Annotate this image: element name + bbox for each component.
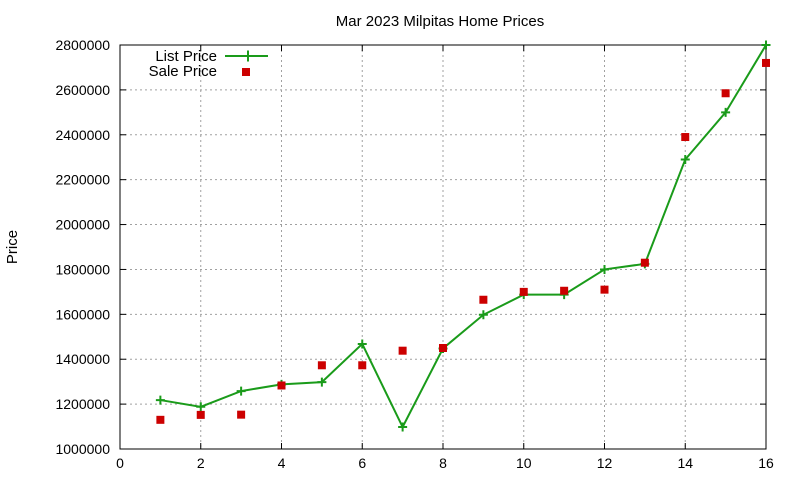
data-point-list-price xyxy=(155,395,165,405)
data-point-sale-price xyxy=(681,133,690,142)
data-point-list-price xyxy=(317,377,327,387)
data-point-sale-price xyxy=(600,285,609,294)
data-point-sale-price xyxy=(439,344,447,352)
chart-title: Mar 2023 Milpitas Home Prices xyxy=(336,13,544,30)
data-point-sale-price xyxy=(519,287,528,296)
legend-label-list-price: List Price xyxy=(155,48,217,65)
series-line-list-price xyxy=(160,44,767,430)
data-point-sale-price xyxy=(196,410,205,419)
x-tick-label: 10 xyxy=(516,455,532,471)
y-tick-label: 2400000 xyxy=(55,127,110,143)
grid-layer xyxy=(120,45,766,449)
data-point-list-price xyxy=(600,264,609,274)
x-tick-label: 6 xyxy=(358,455,366,471)
data-point-list-price xyxy=(196,402,206,412)
data-point-sale-price xyxy=(398,346,407,355)
data-point-sale-price xyxy=(277,381,286,390)
x-tick-label: 2 xyxy=(197,455,205,471)
data-point-sale-price xyxy=(640,258,649,267)
data-point-list-price xyxy=(236,386,246,396)
data-point-sale-price xyxy=(560,286,569,295)
data-point-sale-price xyxy=(762,58,770,67)
y-tick-label: 1600000 xyxy=(55,306,110,322)
x-tick-label: 4 xyxy=(278,455,286,471)
data-point-list-price xyxy=(721,107,731,117)
data-point-sale-price xyxy=(721,89,730,98)
data-point-sale-price xyxy=(317,361,326,370)
x-tick-label: 12 xyxy=(597,455,613,471)
y-tick-label: 2600000 xyxy=(55,82,110,98)
x-tick-label: 16 xyxy=(758,455,774,471)
data-point-list-price xyxy=(478,310,488,320)
y-tick-label: 2800000 xyxy=(55,37,110,53)
y-axis-label: Price xyxy=(4,230,21,264)
y-tick-label: 1200000 xyxy=(55,396,110,412)
data-point-list-price xyxy=(680,154,690,164)
x-tick-label: 8 xyxy=(439,455,447,471)
data-point-list-price xyxy=(398,422,408,432)
x-tick-label: 14 xyxy=(677,455,693,471)
series-layer xyxy=(155,40,771,432)
data-point-sale-price xyxy=(358,361,367,370)
legend-marker-sale-price xyxy=(242,68,250,76)
data-point-sale-price xyxy=(237,410,246,419)
data-point-sale-price xyxy=(156,415,165,424)
y-tick-label: 1400000 xyxy=(55,351,110,367)
x-tick-label: 0 xyxy=(116,455,124,471)
y-tick-label: 2200000 xyxy=(55,172,110,188)
y-tick-label: 2000000 xyxy=(55,217,110,233)
legend-label-sale-price: Sale Price xyxy=(149,63,217,80)
legend: List Price Sale Price xyxy=(149,48,268,80)
legend-marker-list-price xyxy=(242,50,254,62)
data-point-list-price xyxy=(357,339,367,349)
axes-layer: 0 2 4 6 8 10 12 14 16 1000000 1200000 1400000 160000… xyxy=(55,37,774,471)
y-tick-label: 1800000 xyxy=(55,261,110,277)
y-tick-label: 1000000 xyxy=(55,441,110,457)
data-point-sale-price xyxy=(479,295,488,304)
data-point-list-price xyxy=(761,40,771,50)
